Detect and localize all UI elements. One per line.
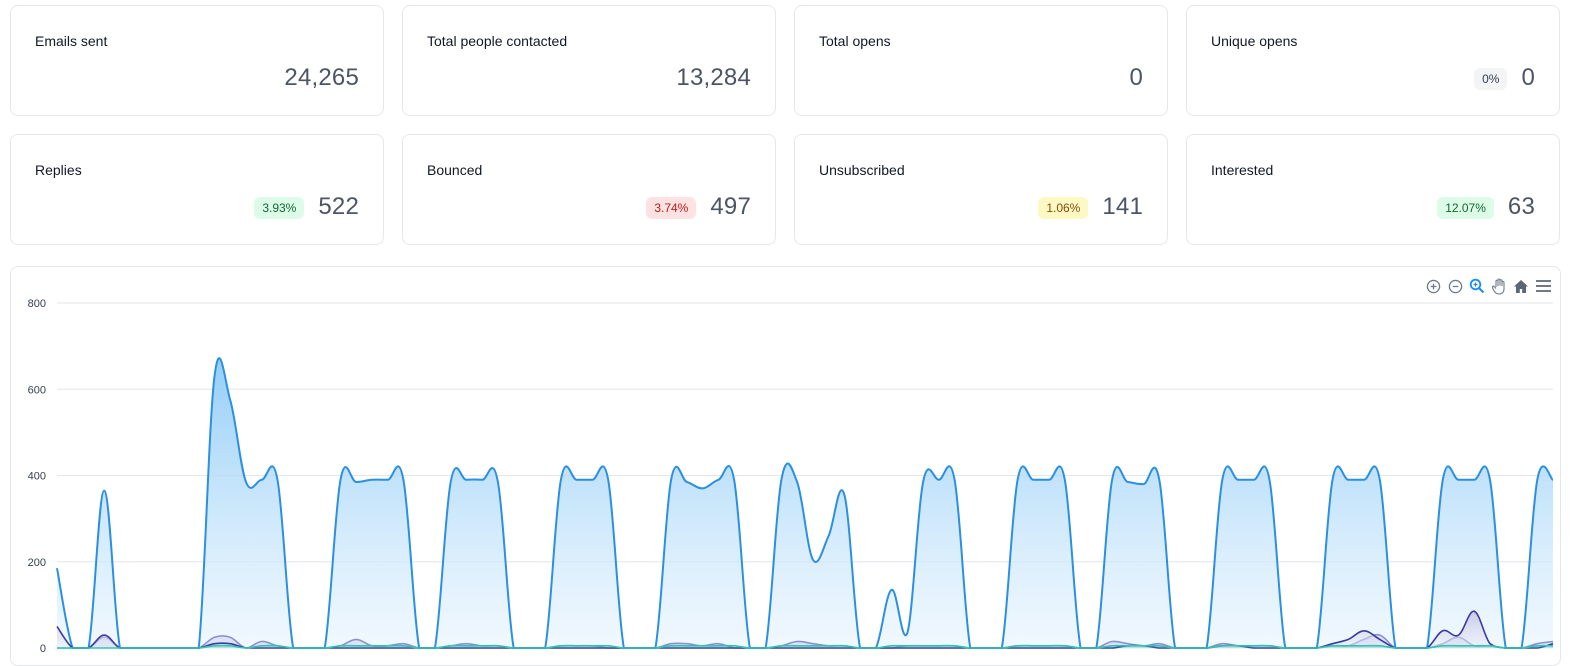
stat-label: Total people contacted	[427, 33, 568, 49]
stat-label: Emails sent	[35, 33, 108, 49]
menu-icon[interactable]	[1534, 277, 1552, 295]
emails-chart: 800 600 400 200 0	[10, 266, 1561, 666]
y-tick-label: 200	[28, 557, 46, 569]
stat-value: 522	[318, 193, 359, 220]
stat-card-unsubscribed: Unsubscribed 141 1.06%	[794, 134, 1168, 245]
stat-value: 141	[1102, 193, 1143, 220]
stat-value: 0	[1129, 64, 1143, 91]
series-line-3	[57, 644, 1554, 649]
zoom-out-icon[interactable]	[1446, 277, 1464, 295]
pan-hand-icon[interactable]	[1490, 277, 1508, 295]
stat-label: Bounced	[427, 162, 483, 178]
chart-toolbar	[1424, 277, 1552, 295]
stat-percent-badge: 12.07%	[1437, 197, 1494, 219]
stat-value: 0	[1521, 64, 1535, 91]
stat-value: 63	[1507, 193, 1535, 220]
area-chart: 800 600 400 200 0	[28, 298, 1554, 655]
stat-card-unique-opens: Unique opens 0 0%	[1186, 5, 1560, 116]
stat-value: 13,284	[676, 64, 751, 91]
y-tick-label: 600	[28, 384, 46, 396]
zoom-in-icon[interactable]	[1424, 277, 1442, 295]
stat-card-replies: Replies 522 3.93%	[10, 134, 384, 245]
stat-card-emails-sent: Emails sent 24,265	[10, 5, 384, 116]
stat-label: Unsubscribed	[819, 162, 905, 178]
stat-card-interested: Interested 63 12.07%	[1186, 134, 1560, 245]
stat-value: 497	[710, 193, 751, 220]
series-area-0	[57, 358, 1553, 648]
stat-label: Total opens	[819, 33, 891, 49]
stat-percent-badge: 0%	[1474, 68, 1508, 90]
stat-label: Interested	[1211, 162, 1274, 178]
home-icon[interactable]	[1512, 277, 1530, 295]
stat-card-total-people-contacted: Total people contacted 13,284	[402, 5, 776, 116]
stat-card-total-opens: Total opens 0	[794, 5, 1168, 116]
series-area-3	[57, 645, 1553, 648]
y-tick-label: 400	[28, 471, 46, 483]
y-tick-label: 0	[40, 643, 46, 655]
stat-value: 24,265	[284, 64, 359, 91]
stat-label: Unique opens	[1211, 33, 1298, 49]
stat-label: Replies	[35, 162, 82, 178]
stat-card-bounced: Bounced 497 3.74%	[402, 134, 776, 245]
stat-percent-badge: 3.74%	[646, 197, 697, 219]
stat-percent-badge: 3.93%	[254, 197, 305, 219]
stat-percent-badge: 1.06%	[1038, 197, 1089, 219]
magnifier-icon[interactable]	[1468, 277, 1486, 295]
y-tick-label: 800	[28, 298, 46, 310]
